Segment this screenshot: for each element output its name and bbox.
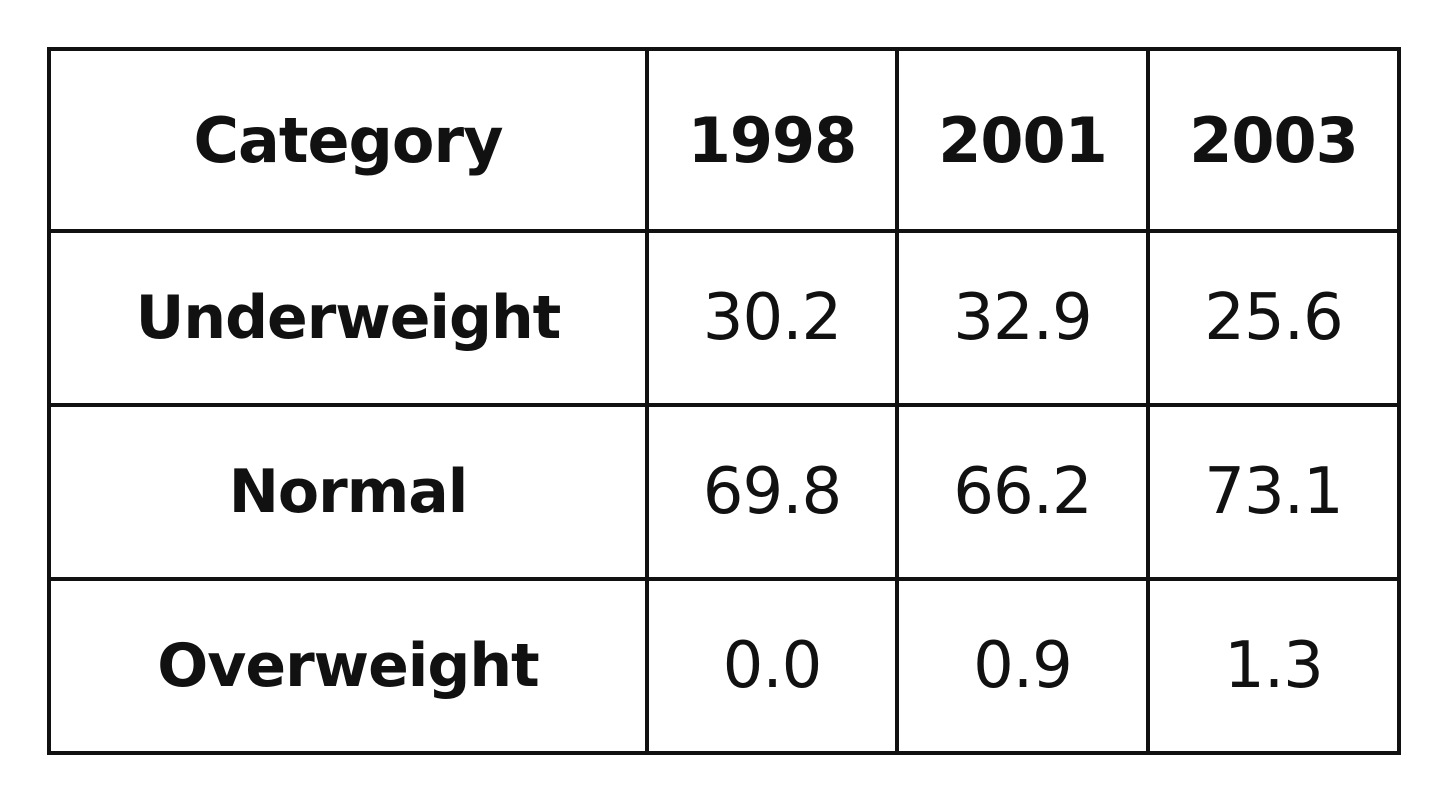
table-row-underweight: Underweight 30.2 32.9 25.6 bbox=[47, 229, 1401, 407]
column-header-2001: 2001 bbox=[895, 47, 1150, 233]
cell-underweight-2003: 25.6 bbox=[1146, 229, 1401, 407]
cell-normal-2001: 66.2 bbox=[895, 403, 1150, 581]
column-header-category: Category bbox=[47, 47, 649, 233]
cell-overweight-2003: 1.3 bbox=[1146, 577, 1401, 755]
column-header-2003: 2003 bbox=[1146, 47, 1401, 233]
cell-underweight-1998: 30.2 bbox=[645, 229, 899, 407]
row-label-underweight: Underweight bbox=[47, 229, 649, 407]
column-header-1998: 1998 bbox=[645, 47, 899, 233]
header-row: Category 1998 2001 2003 bbox=[47, 47, 1401, 233]
data-table: Category 1998 2001 2003 Underweight 30.2… bbox=[47, 47, 1401, 755]
row-label-overweight: Overweight bbox=[47, 577, 649, 755]
table-row-normal: Normal 69.8 66.2 73.1 bbox=[47, 403, 1401, 581]
cell-overweight-2001: 0.9 bbox=[895, 577, 1150, 755]
cell-underweight-2001: 32.9 bbox=[895, 229, 1150, 407]
table-row-overweight: Overweight 0.0 0.9 1.3 bbox=[47, 577, 1401, 755]
cell-normal-2003: 73.1 bbox=[1146, 403, 1401, 581]
cell-normal-1998: 69.8 bbox=[645, 403, 899, 581]
cell-overweight-1998: 0.0 bbox=[645, 577, 899, 755]
row-label-normal: Normal bbox=[47, 403, 649, 581]
